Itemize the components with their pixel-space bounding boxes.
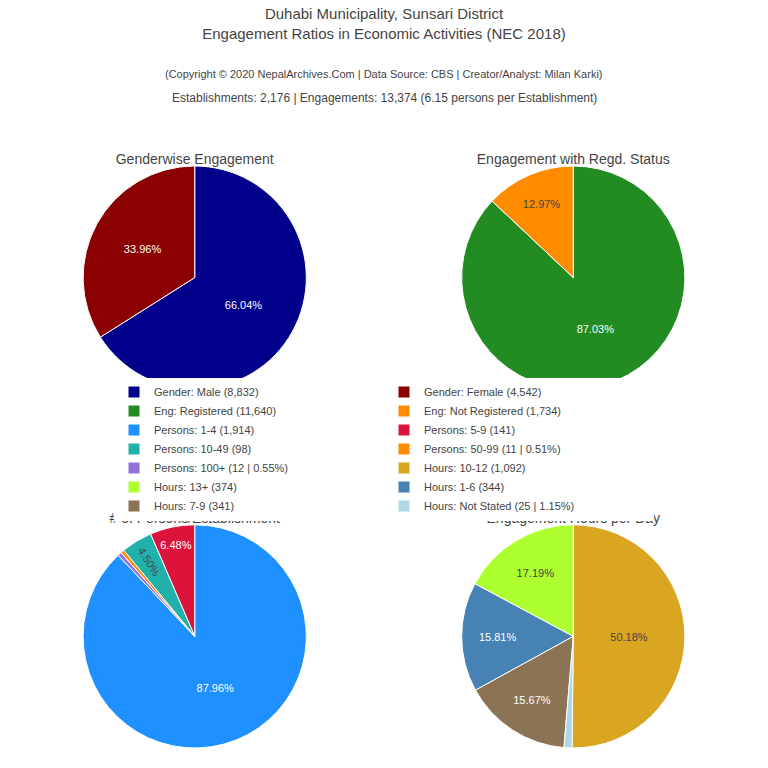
svg-text:Hours: 7-9 (341): Hours: 7-9 (341) bbox=[154, 500, 234, 512]
svg-text:Persons: 5-9 (141): Persons: 5-9 (141) bbox=[424, 424, 515, 436]
svg-text:Gender: Male (8,832): Gender: Male (8,832) bbox=[154, 386, 259, 398]
svg-text:Persons: 1-4 (1,914): Persons: 1-4 (1,914) bbox=[154, 424, 254, 436]
svg-text:87.03%: 87.03% bbox=[577, 323, 615, 335]
svg-text:Eng: Registered (11,640): Eng: Registered (11,640) bbox=[154, 405, 276, 417]
svg-text:15.81%: 15.81% bbox=[479, 631, 517, 643]
svg-text:Engagement with Regd. Status: Engagement with Regd. Status bbox=[477, 151, 670, 167]
svg-text:6.48%: 6.48% bbox=[160, 539, 191, 551]
svg-text:Persons: 100+ (12 | 0.55%): Persons: 100+ (12 | 0.55%) bbox=[154, 462, 288, 474]
svg-text:(Copyright © 2020 NepalArchive: (Copyright © 2020 NepalArchives.Com | Da… bbox=[165, 68, 603, 80]
svg-text:Genderwise Engagement: Genderwise Engagement bbox=[116, 151, 274, 167]
svg-text:Hours: 10-12 (1,092): Hours: 10-12 (1,092) bbox=[424, 462, 526, 474]
svg-text:17.19%: 17.19% bbox=[517, 567, 555, 579]
svg-text:4.50%: 4.50% bbox=[135, 545, 163, 579]
svg-text:12.97%: 12.97% bbox=[523, 198, 561, 210]
svg-text:Hours: Not Stated (25 | 1.15%): Hours: Not Stated (25 | 1.15%) bbox=[424, 500, 574, 512]
svg-text:Hours: 1-6 (344): Hours: 1-6 (344) bbox=[424, 481, 504, 493]
svg-text:Gender: Female (4,542): Gender: Female (4,542) bbox=[424, 386, 541, 398]
svg-text:87.96%: 87.96% bbox=[197, 682, 235, 694]
svg-text:Duhabi Municipality, Sunsari D: Duhabi Municipality, Sunsari DistrictEng… bbox=[202, 5, 566, 42]
svg-text:50.18%: 50.18% bbox=[610, 631, 648, 643]
svg-text:33.96%: 33.96% bbox=[124, 243, 162, 255]
svg-text:15.67%: 15.67% bbox=[513, 694, 551, 706]
svg-text:Persons: 10-49 (98): Persons: 10-49 (98) bbox=[154, 443, 251, 455]
svg-text:66.04%: 66.04% bbox=[225, 299, 263, 311]
svg-text:Establishments: 2,176 | Engage: Establishments: 2,176 | Engagements: 13,… bbox=[172, 91, 597, 105]
svg-text:Eng: Not Registered (1,734): Eng: Not Registered (1,734) bbox=[424, 405, 561, 417]
svg-text:Persons: 50-99 (11 | 0.51%): Persons: 50-99 (11 | 0.51%) bbox=[424, 443, 561, 455]
svg-text:Hours: 13+ (374): Hours: 13+ (374) bbox=[154, 481, 237, 493]
